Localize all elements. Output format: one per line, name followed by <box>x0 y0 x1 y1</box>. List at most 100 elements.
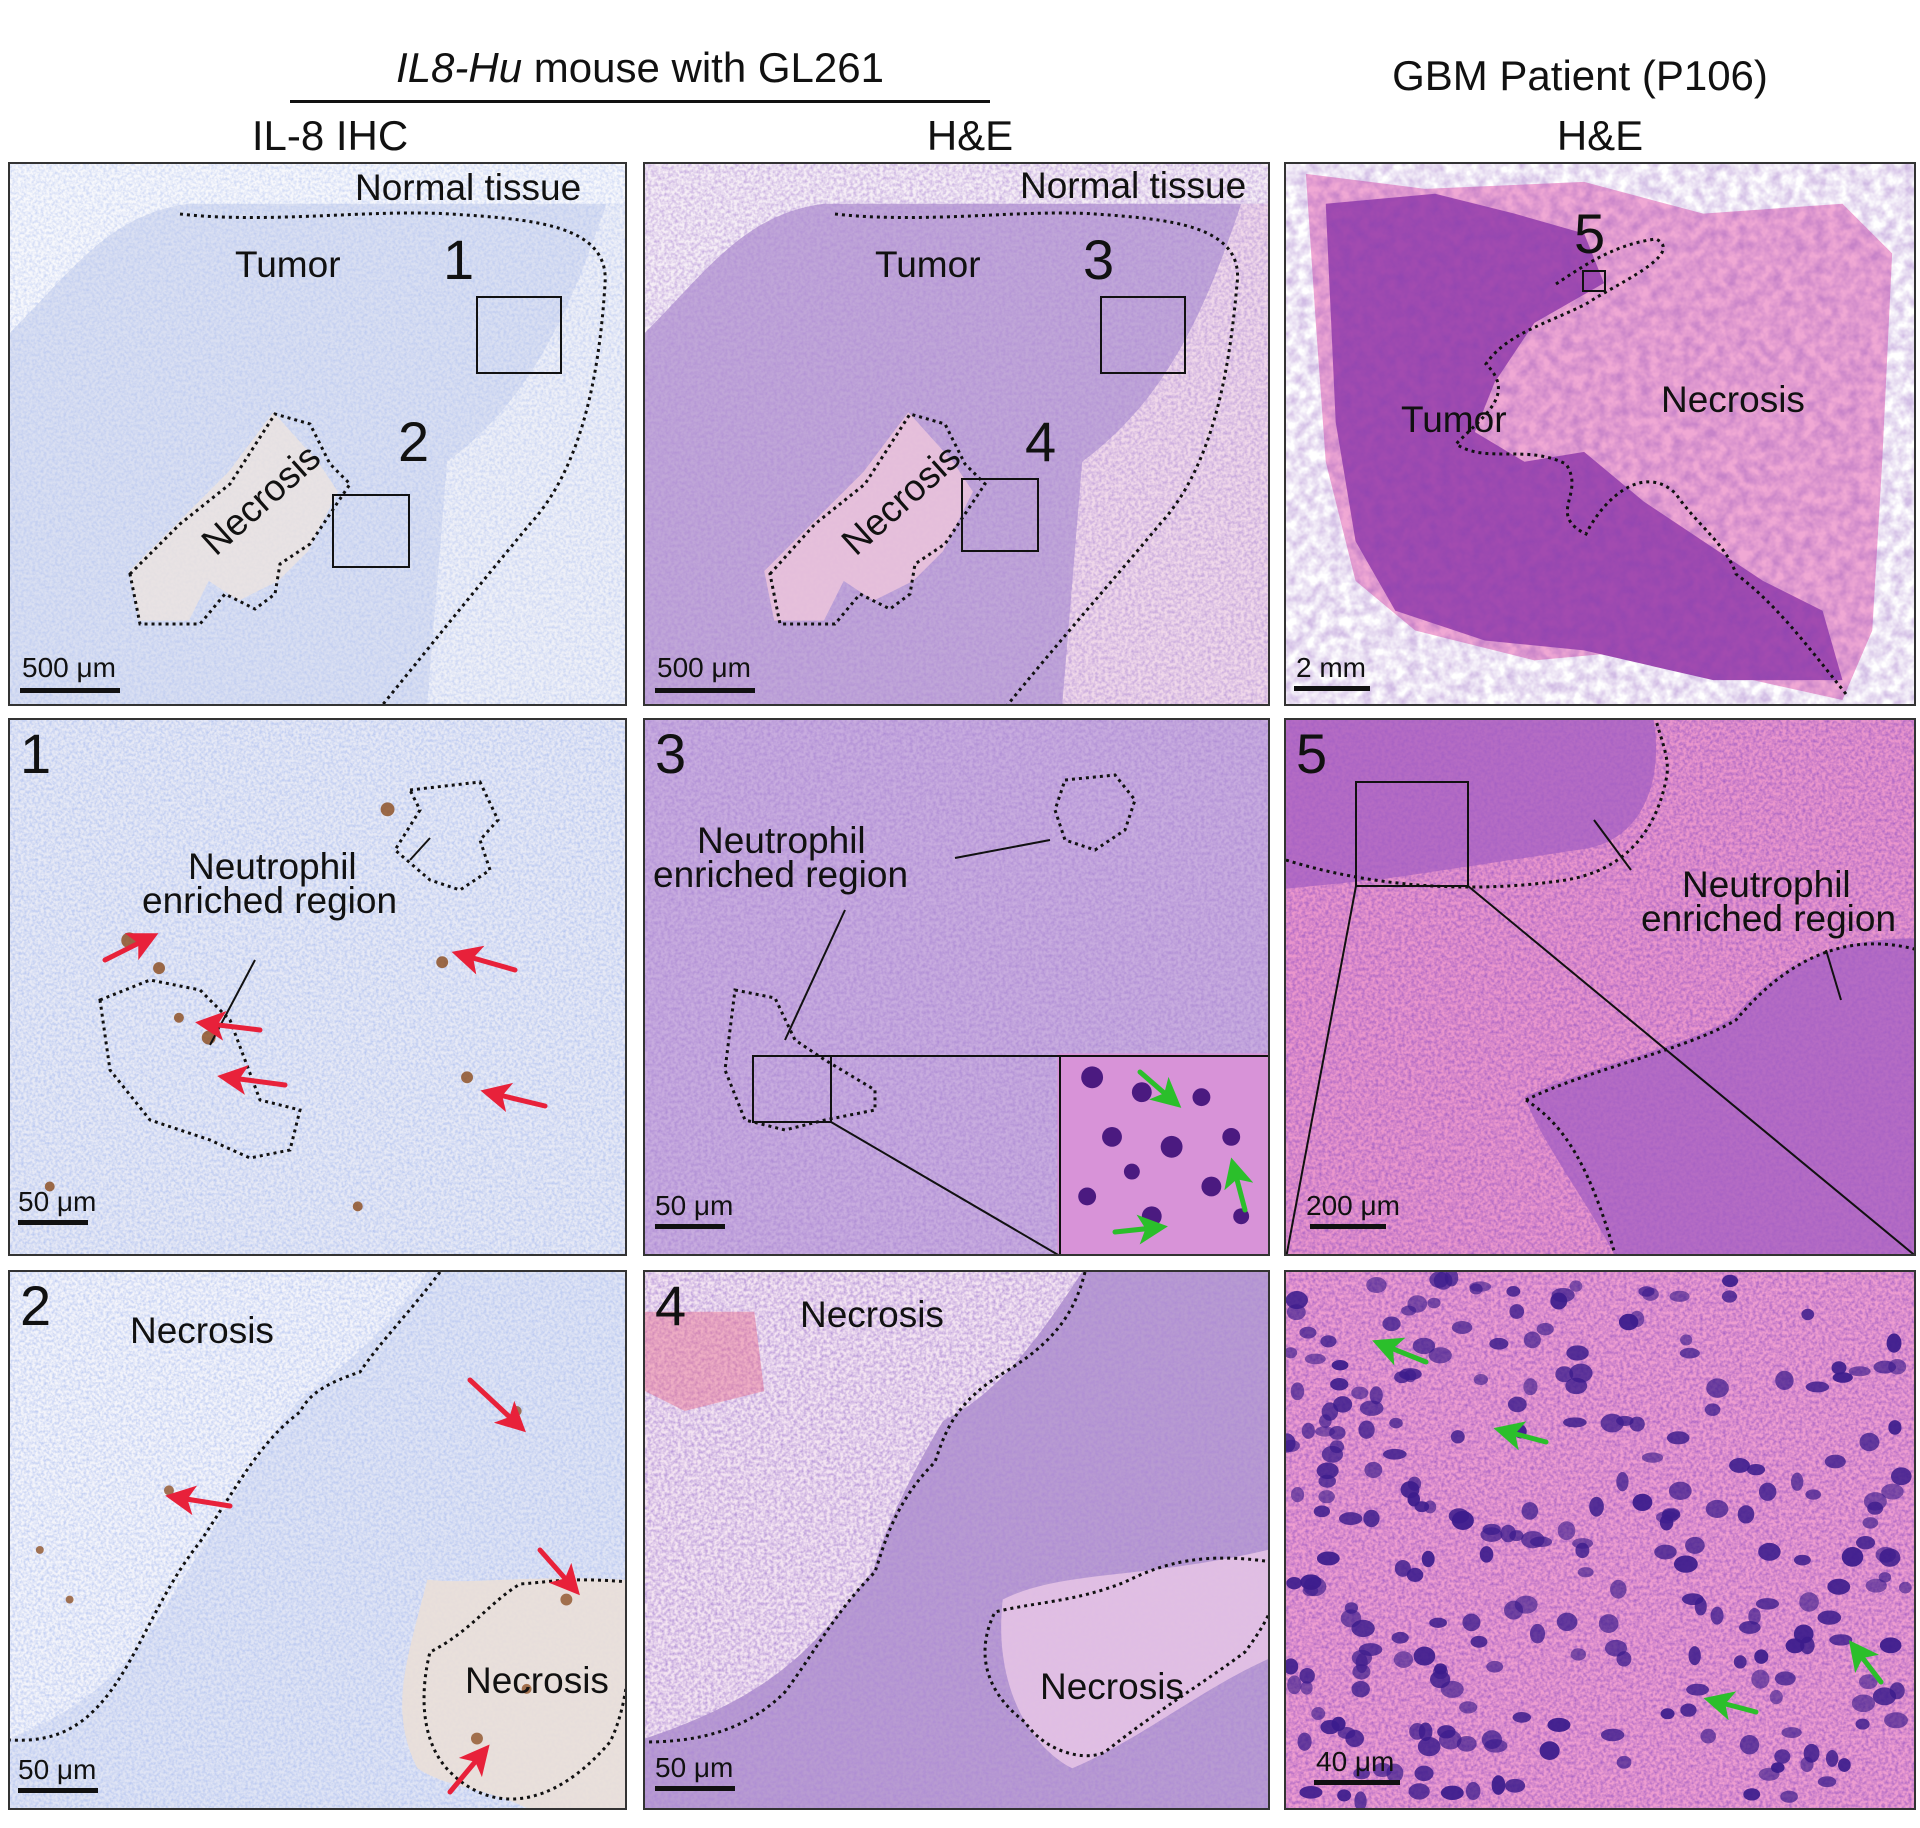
nucleus <box>1721 1290 1738 1303</box>
nucleus <box>1889 1682 1905 1700</box>
nucleus <box>1329 1440 1345 1454</box>
nucleus <box>1827 1578 1851 1595</box>
nucleus <box>1668 1481 1692 1500</box>
nucleus <box>1824 1454 1846 1469</box>
nucleus <box>1884 1712 1908 1729</box>
panel-number: 5 <box>1296 722 1328 785</box>
label-tumor: Tumor <box>235 244 341 285</box>
nucleus <box>1837 1758 1851 1772</box>
nucleus <box>1500 1524 1517 1543</box>
scale-bar <box>1314 1780 1400 1785</box>
nucleus <box>1486 1660 1504 1673</box>
panel-he-mouse-overview: Normal tissue Tumor Necrosis 3 4 500 μm <box>643 162 1270 706</box>
nucleus <box>1550 1292 1568 1310</box>
nucleus <box>1286 1347 1298 1359</box>
nucleus <box>1338 1512 1363 1526</box>
label-tumor: Tumor <box>1401 399 1507 440</box>
group-underline <box>290 100 990 103</box>
nucleus <box>1391 1631 1409 1644</box>
nucleus <box>1890 1467 1912 1486</box>
nucleus <box>1450 1430 1465 1444</box>
nucleus <box>1729 1458 1750 1473</box>
nucleus <box>1479 1546 1494 1563</box>
nucleus <box>1331 1716 1346 1732</box>
scale-bar <box>655 1224 725 1229</box>
scale-bar-label: 50 μm <box>655 1190 734 1221</box>
nucleus <box>1320 1335 1337 1348</box>
nucleus <box>1629 1310 1645 1328</box>
nucleus <box>1642 1287 1659 1301</box>
nucleus <box>1521 1531 1545 1549</box>
nucleus <box>1318 1474 1336 1488</box>
nucleus <box>1710 1606 1724 1625</box>
nucleus <box>1372 1762 1393 1778</box>
nucleus <box>1491 1775 1506 1795</box>
nucleus <box>1318 1490 1335 1504</box>
nucleus <box>1758 1767 1780 1781</box>
nucleus <box>1879 1548 1901 1567</box>
label-necrosis-upper: Necrosis <box>800 1294 944 1335</box>
nucleus <box>1429 1617 1447 1628</box>
nucleus <box>1290 1382 1305 1401</box>
nucleus <box>1407 1295 1428 1313</box>
nucleus <box>1898 1581 1912 1594</box>
nucleus <box>1369 1386 1383 1405</box>
nucleus <box>1389 1417 1403 1429</box>
nucleus <box>1408 1783 1430 1800</box>
scale-bar <box>1294 686 1370 691</box>
nucleus <box>1484 1739 1508 1753</box>
nucleus <box>1751 1669 1770 1689</box>
ihc-zoom-2-image <box>10 1272 625 1808</box>
nucleus <box>1364 1461 1383 1478</box>
scale-bar-label: 200 μm <box>1306 1190 1400 1221</box>
he-zoom-4-image <box>645 1272 1268 1808</box>
nucleus <box>1881 1483 1904 1500</box>
nucleus <box>1879 1637 1902 1654</box>
nucleus <box>1414 1501 1430 1513</box>
nucleus <box>1438 1729 1462 1750</box>
nucleus <box>1353 1767 1370 1780</box>
nucleus <box>1299 1326 1317 1339</box>
nucleus <box>1680 1334 1693 1346</box>
nucleus <box>1848 1366 1871 1377</box>
nucleus <box>1781 1727 1802 1739</box>
he-zoom-3-image <box>645 720 1268 1254</box>
scale-bar <box>18 1788 98 1793</box>
nucleus <box>1598 1614 1619 1634</box>
nucleus <box>1299 1667 1315 1684</box>
nucleus <box>1746 1463 1766 1476</box>
nucleus <box>1557 1521 1576 1541</box>
label-normal-tissue: Normal tissue <box>1020 165 1247 206</box>
nucleus <box>1865 1578 1887 1593</box>
nucleus <box>1311 1707 1326 1720</box>
nucleus <box>1521 1502 1539 1520</box>
nucleus <box>1489 1337 1509 1350</box>
column-title-he-patient: H&E <box>1556 112 1644 159</box>
nucleus <box>1758 1482 1777 1501</box>
nucleus <box>1673 1555 1698 1573</box>
nucleus <box>1878 1572 1892 1583</box>
inset-box-5 <box>1582 270 1606 292</box>
nucleus <box>1470 1635 1488 1648</box>
nucleus <box>1427 1297 1441 1309</box>
label-neutrophil: Neutrophil <box>1682 864 1851 905</box>
nucleus <box>1641 1452 1664 1463</box>
nucleus <box>1769 1689 1783 1705</box>
nucleus <box>1473 1373 1489 1386</box>
nucleus <box>1286 1577 1302 1590</box>
nucleus <box>1556 1612 1578 1632</box>
nucleus <box>1616 1755 1632 1769</box>
label-necrosis-lower: Necrosis <box>465 1660 609 1701</box>
nucleus <box>1297 1732 1312 1751</box>
nucleus <box>1456 1735 1477 1752</box>
nucleus <box>1409 1723 1426 1740</box>
nucleus <box>1354 1791 1367 1808</box>
nucleus <box>1412 1337 1436 1355</box>
nucleus <box>1547 1717 1571 1732</box>
nucleus <box>1506 1285 1521 1297</box>
nucleus <box>1394 1559 1411 1577</box>
inset-box-2 <box>332 494 410 568</box>
nucleus <box>1569 1280 1583 1292</box>
nucleus <box>1669 1290 1690 1302</box>
nucleus <box>1512 1712 1532 1723</box>
